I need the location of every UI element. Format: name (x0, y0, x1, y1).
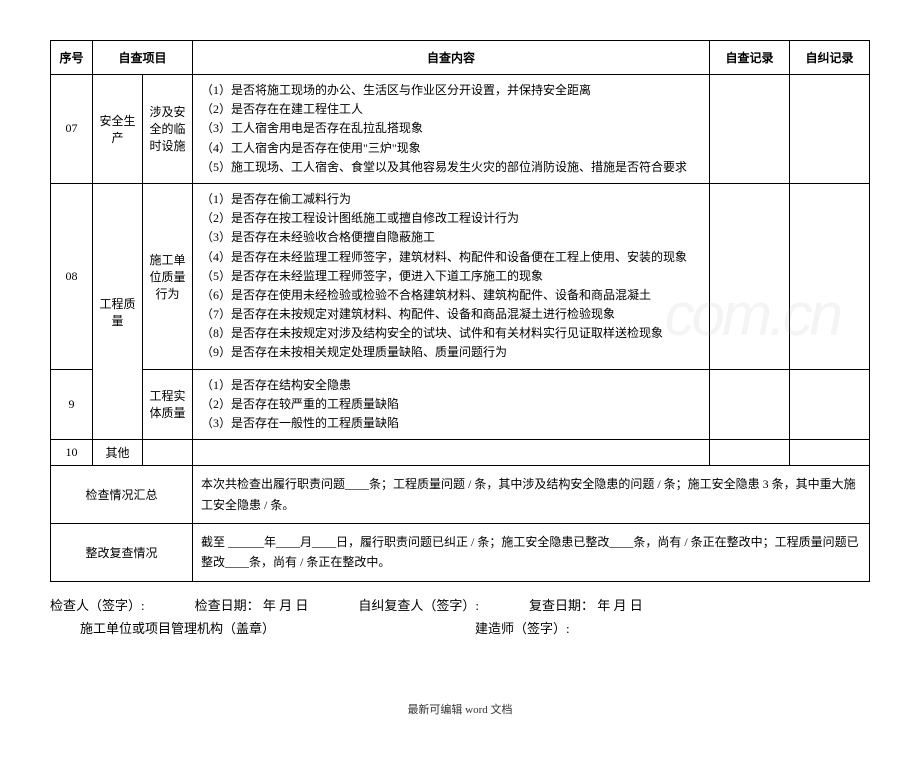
cell-category: 其他 (93, 440, 143, 466)
cell-content: （1）是否存在结构安全隐患 （2）是否存在较严重的工程质量缺陷 （3）是否存在一… (193, 369, 710, 440)
review-label: 整改复查情况 (51, 523, 193, 581)
cell-correct (790, 369, 870, 440)
header-content: 自查内容 (193, 41, 710, 75)
cell-subitem: 工程实体质量 (143, 369, 193, 440)
header-item: 自查项目 (93, 41, 193, 75)
footer-note: 最新可编辑 word 文档 (50, 701, 870, 717)
cell-seq: 9 (51, 369, 93, 440)
cell-seq: 07 (51, 75, 93, 184)
summary-content: 本次共检查出履行职责问题____条；工程质量问题 / 条，其中涉及结构安全隐患的… (193, 466, 870, 524)
unit-stamp: 施工单位或项目管理机构（盖章） (80, 617, 275, 640)
summary-label: 检查情况汇总 (51, 466, 193, 524)
inspect-date: 检查日期： 年 月 日 (195, 594, 309, 617)
cell-correct (790, 440, 870, 466)
table-row: 08 工程质量 施工单位质量行为 （1）是否存在偷工减料行为 （2）是否存在按工… (51, 183, 870, 369)
cell-seq: 10 (51, 440, 93, 466)
table-row: 10 其他 (51, 440, 870, 466)
cell-content: （1）是否将施工现场的办公、生活区与作业区分开设置，并保持安全距离 （2）是否存… (193, 75, 710, 184)
cell-subitem: 施工单位质量行为 (143, 183, 193, 369)
review-date: 复查日期： 年 月 日 (529, 594, 643, 617)
reviewer-sign: 自纠复查人（签字）: (358, 594, 479, 617)
cell-category: 工程质量 (93, 183, 143, 439)
cell-record (710, 183, 790, 369)
cell-record (710, 440, 790, 466)
cell-correct (790, 75, 870, 184)
cell-subitem (143, 440, 193, 466)
cell-correct (790, 183, 870, 369)
signature-block: 检查人（签字）: 检查日期： 年 月 日 自纠复查人（签字）: 复查日期： 年 … (50, 594, 870, 641)
review-row: 整改复查情况 截至 ______年____月____日，履行职责问题已纠正 / … (51, 523, 870, 581)
cell-content: （1）是否存在偷工减料行为 （2）是否存在按工程设计图纸施工或擅自修改工程设计行… (193, 183, 710, 369)
cell-record (710, 369, 790, 440)
summary-row: 检查情况汇总 本次共检查出履行职责问题____条；工程质量问题 / 条，其中涉及… (51, 466, 870, 524)
inspection-table: 序号 自查项目 自查内容 自查记录 自纠记录 07 安全生产 涉及安全的临时设施… (50, 40, 870, 582)
cell-subitem: 涉及安全的临时设施 (143, 75, 193, 184)
table-row: 07 安全生产 涉及安全的临时设施 （1）是否将施工现场的办公、生活区与作业区分… (51, 75, 870, 184)
cell-content (193, 440, 710, 466)
header-correct: 自纠记录 (790, 41, 870, 75)
builder-sign: 建造师（签字）: (475, 617, 570, 640)
review-content: 截至 ______年____月____日，履行职责问题已纠正 / 条；施工安全隐… (193, 523, 870, 581)
table-row: 9 工程实体质量 （1）是否存在结构安全隐患 （2）是否存在较严重的工程质量缺陷… (51, 369, 870, 440)
cell-record (710, 75, 790, 184)
inspector-sign: 检查人（签字）: (50, 594, 145, 617)
cell-seq: 08 (51, 183, 93, 369)
header-record: 自查记录 (710, 41, 790, 75)
cell-category: 安全生产 (93, 75, 143, 184)
header-seq: 序号 (51, 41, 93, 75)
